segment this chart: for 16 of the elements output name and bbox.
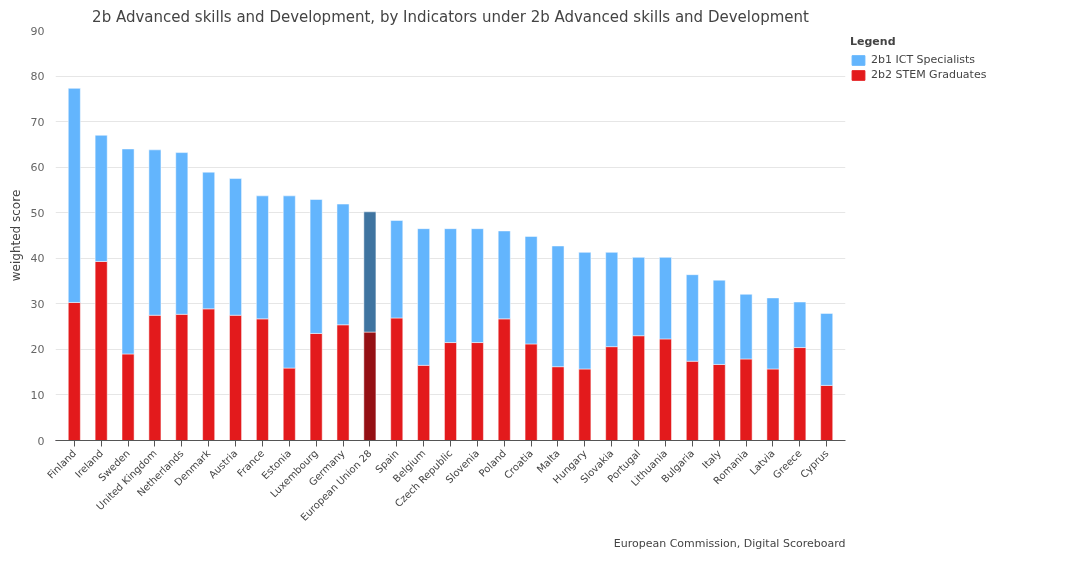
y-tick-label: 0 — [37, 434, 45, 448]
y-tick-label: 90 — [30, 24, 45, 38]
text: European Commission, Digital Scoreboard — [613, 536, 846, 550]
y-tick-label: 80 — [30, 70, 45, 84]
legend-label: 2b2 STEM Graduates — [871, 68, 987, 81]
y-tick-label: 10 — [30, 388, 45, 402]
y-tick-label: 60 — [30, 161, 45, 175]
y-tick-label: 40 — [30, 252, 45, 266]
y-tick-label: 20 — [30, 343, 45, 357]
y-tick-label: 30 — [30, 297, 45, 311]
y-axis-title: weighted score — [8, 189, 23, 282]
chart-title: 2b Advanced skills and Development, by Indicators under 2b Advanced skills and Development — [92, 7, 809, 26]
legend-title: Legend — [850, 35, 897, 48]
legend-label: 2b1 ICT Specialists — [871, 53, 976, 66]
y-tick-label: 50 — [30, 206, 45, 220]
y-tick-label: 70 — [30, 115, 45, 129]
